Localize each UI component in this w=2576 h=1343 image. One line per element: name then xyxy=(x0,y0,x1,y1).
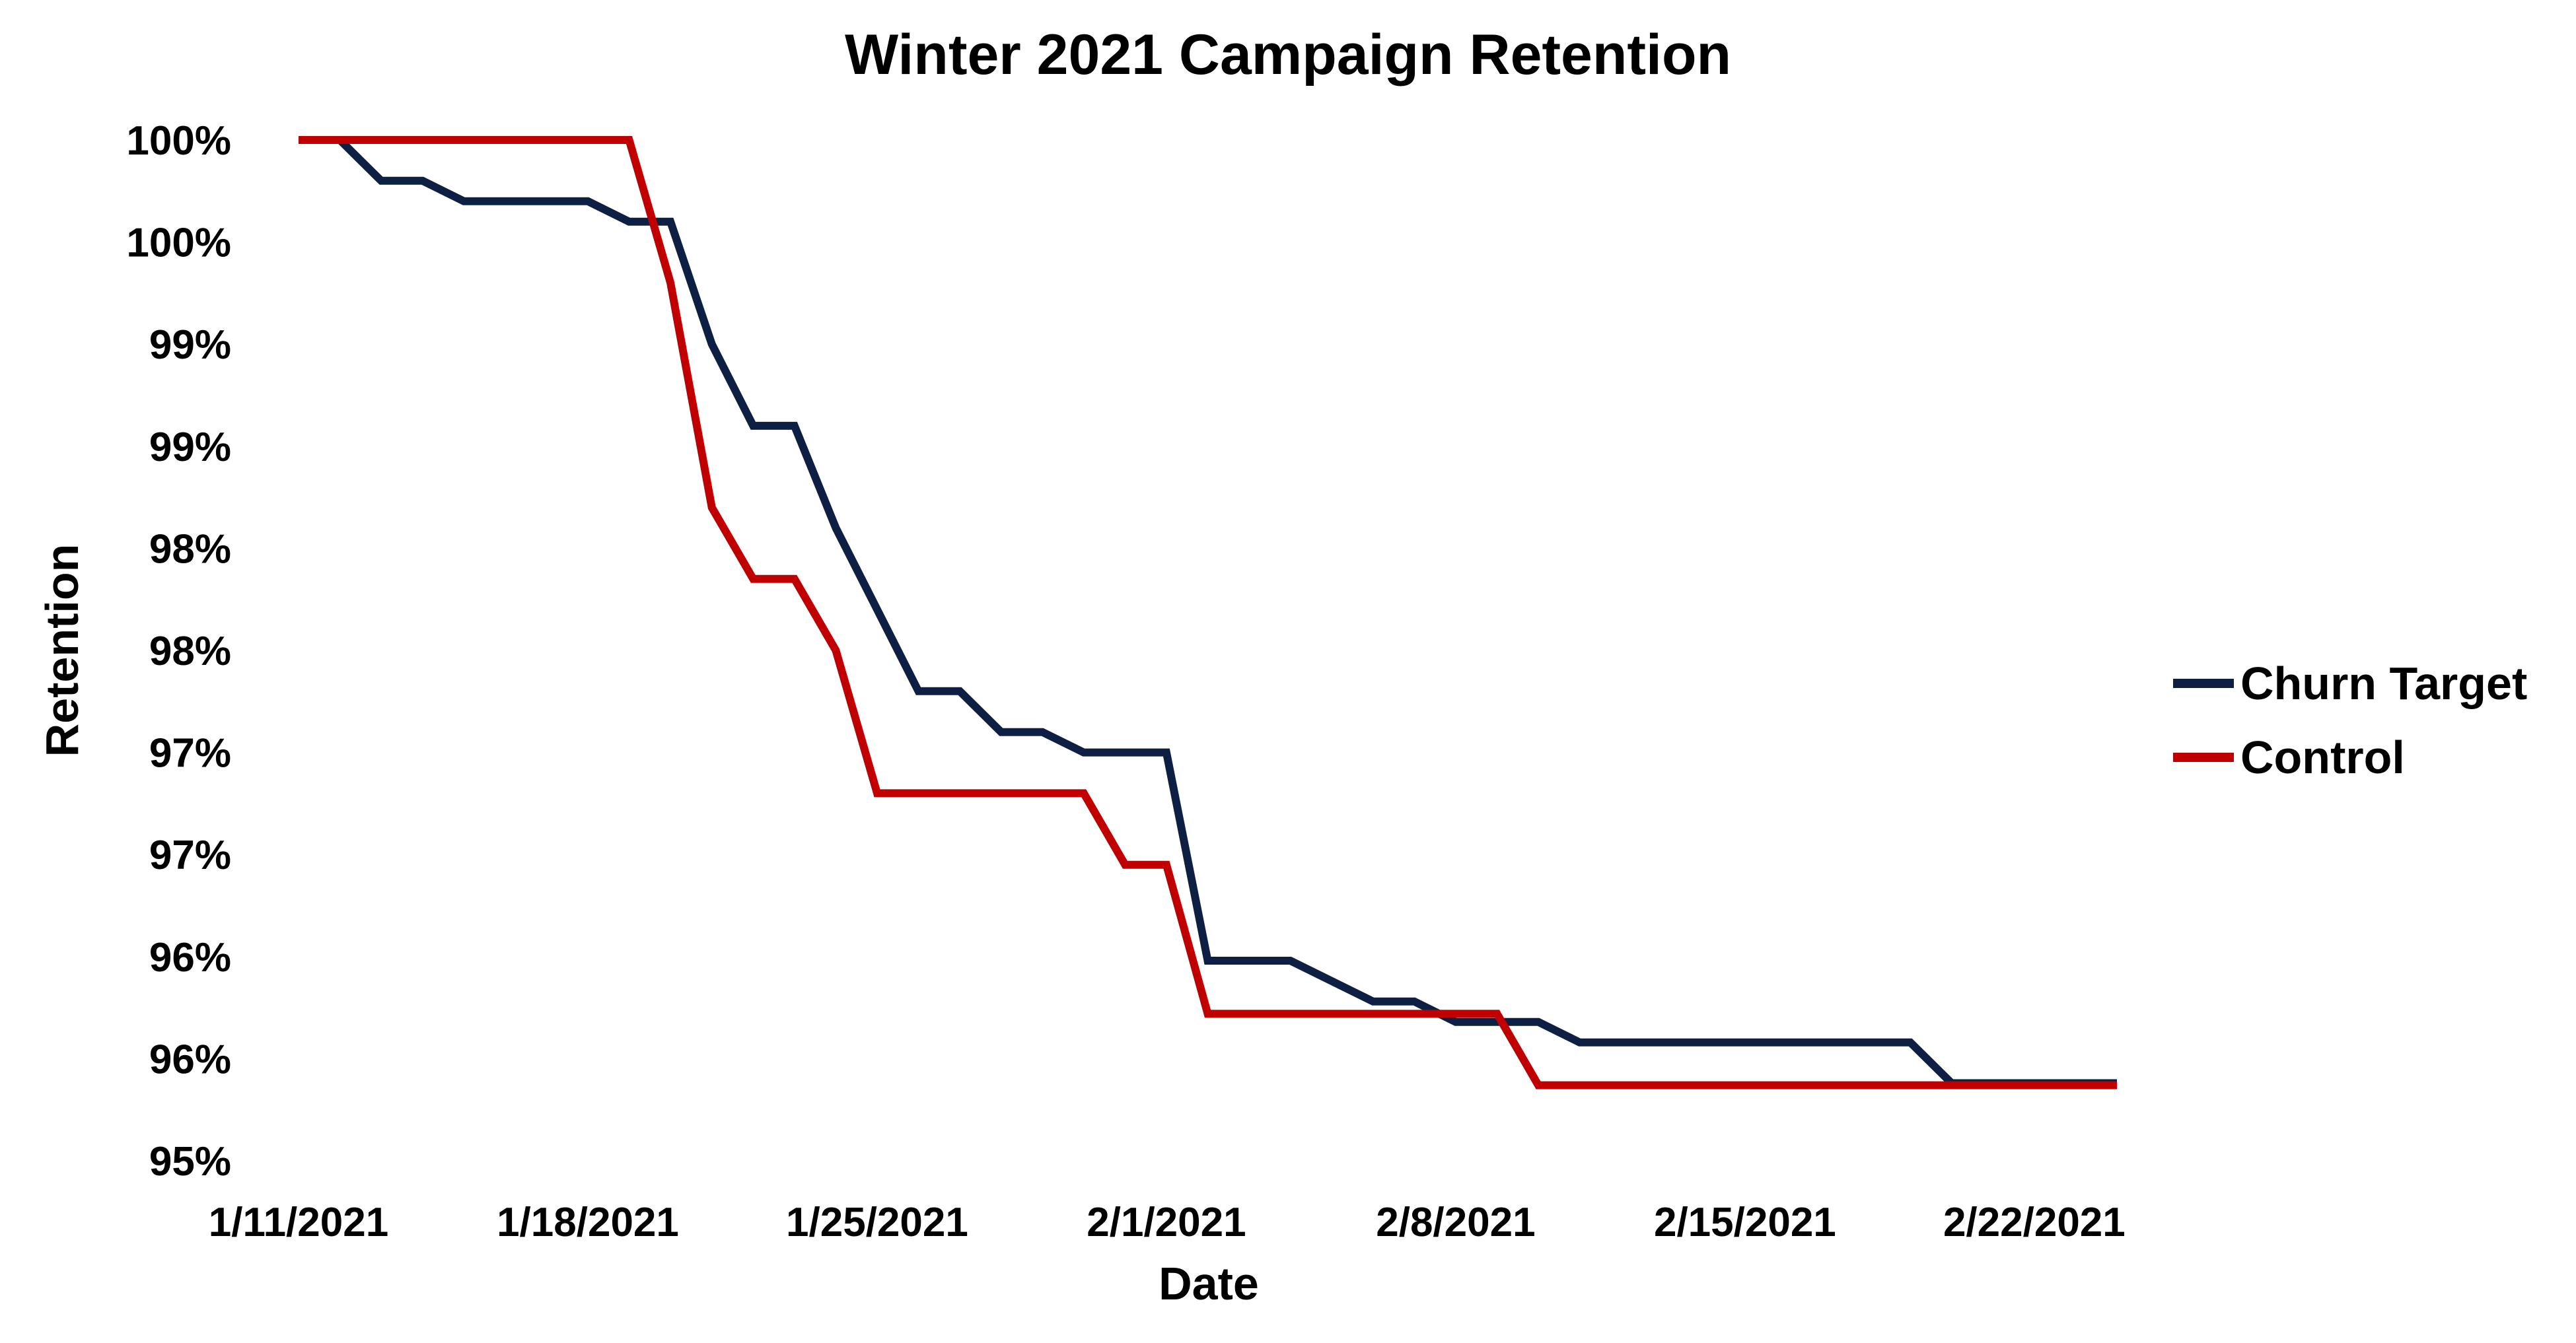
x-axis-ticks: 1/11/2021 1/18/2021 1/25/2021 2/1/2021 2/8/2… xyxy=(209,1200,2126,1245)
y-tick-label: 95% xyxy=(149,1139,231,1185)
series-lines xyxy=(299,140,2117,1085)
y-tick-label: 96% xyxy=(149,935,231,981)
y-tick-label: 98% xyxy=(149,629,231,674)
y-axis-title: Retention xyxy=(36,544,88,757)
chart-title: Winter 2021 Campaign Retention xyxy=(845,23,1731,86)
x-tick-label: 2/1/2021 xyxy=(1087,1200,1246,1245)
y-axis-ticks: 100% 100% 99% 99% 98% 98% 97% 97% 96% 96% 95% xyxy=(126,118,231,1185)
y-tick-label: 99% xyxy=(149,425,231,470)
x-tick-label: 2/8/2021 xyxy=(1376,1200,1535,1245)
y-tick-label: 96% xyxy=(149,1037,231,1082)
y-tick-label: 98% xyxy=(149,526,231,572)
y-tick-label: 97% xyxy=(149,731,231,776)
series-line-churn-target xyxy=(299,140,2117,1084)
y-tick-label: 100% xyxy=(126,221,231,266)
x-tick-label: 2/22/2021 xyxy=(1943,1200,2126,1245)
x-tick-label: 1/25/2021 xyxy=(786,1200,968,1245)
x-tick-label: 1/11/2021 xyxy=(209,1200,388,1245)
x-tick-label: 2/15/2021 xyxy=(1654,1200,1836,1245)
legend-label-control: Control xyxy=(2240,732,2405,783)
x-tick-label: 1/18/2021 xyxy=(497,1200,679,1245)
y-tick-label: 97% xyxy=(149,833,231,878)
y-tick-label: 100% xyxy=(126,118,231,164)
y-tick-label: 99% xyxy=(149,322,231,368)
legend-label-churn-target: Churn Target xyxy=(2240,658,2527,709)
legend: Churn Target Control xyxy=(2173,658,2527,783)
x-axis-title: Date xyxy=(1159,1258,1259,1309)
